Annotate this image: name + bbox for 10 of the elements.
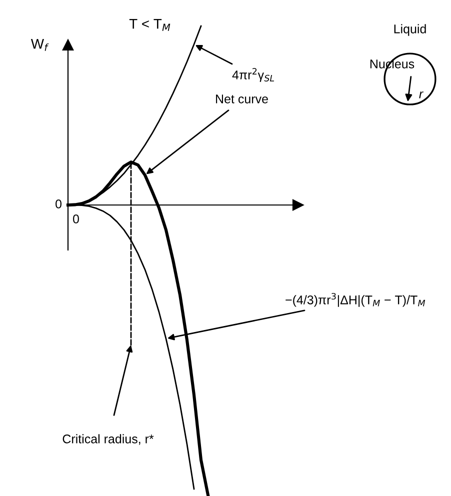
- text: 4πr$^{2}$γ$_{SL}$: [232, 68, 274, 82]
- text: r: [419, 92, 424, 98]
- text: 0: [56, 200, 62, 208]
- y-axis-title: W$_{f}$: [30, 39, 49, 51]
- text: −(4/3)πr$^{3}$|ΔH|(T$_{M}$ − T)/T$_{M}$: [286, 292, 426, 307]
- annotation: 0: [73, 214, 79, 224]
- text: Net curve: [216, 94, 268, 104]
- annotation: Critical radius, r*: [62, 434, 154, 445]
- chart-title: T < T$_{M}$: [129, 19, 170, 31]
- text: Liquid: [394, 24, 426, 36]
